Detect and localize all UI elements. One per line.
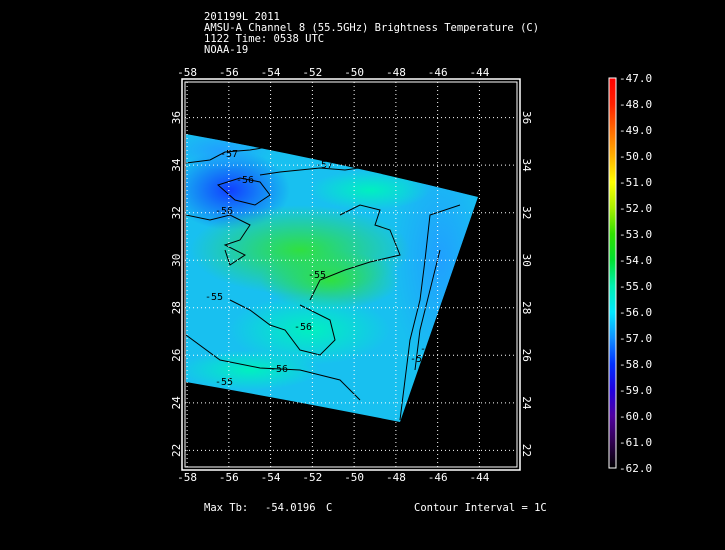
x-tick-label-top: -48 xyxy=(386,66,406,79)
plot-frame-inner xyxy=(184,81,518,468)
plot-frame xyxy=(181,78,521,471)
swath-field: -57-56-57-56-56-55-55-56-55-55-55 xyxy=(186,134,478,422)
x-tick-label-top: -56 xyxy=(219,66,239,79)
y-tick-label-left: 28 xyxy=(170,301,183,314)
x-tick-label-bottom: -56 xyxy=(219,471,239,484)
y-tick-label-left: 22 xyxy=(170,444,183,457)
contour-label: -55 xyxy=(215,377,233,388)
colorbar-label: -54.0 xyxy=(619,254,652,267)
x-tick-label-bottom: -44 xyxy=(469,471,489,484)
max-tb-label: Max Tb: xyxy=(204,502,249,514)
contour-label: -56 xyxy=(236,175,254,186)
y-tick-label-left: 34 xyxy=(170,158,183,172)
colorbar-label: -62.0 xyxy=(619,462,652,475)
x-tick-label-bottom: -48 xyxy=(386,471,406,484)
y-tick-label-right: 36 xyxy=(520,111,533,124)
x-tick-label-top: -54 xyxy=(261,66,281,79)
y-tick-label-left: 30 xyxy=(170,254,183,267)
colorbar-label: -47.0 xyxy=(619,72,652,85)
x-tick-label-bottom: -46 xyxy=(428,471,448,484)
y-tick-label-right: 32 xyxy=(520,206,533,219)
colorbar-label: -51.0 xyxy=(619,176,652,189)
y-tick-label-right: 28 xyxy=(520,301,533,314)
x-tick-label-top: -46 xyxy=(428,66,448,79)
x-tick-label-top: -52 xyxy=(302,66,322,79)
colorbar-label: -60.0 xyxy=(619,410,652,423)
colorbar-label: -59.0 xyxy=(619,384,652,397)
y-tick-label-right: 22 xyxy=(520,444,533,457)
y-tick-label-right: 30 xyxy=(520,254,533,267)
colorbar-label: -57.0 xyxy=(619,332,652,345)
colorbar-label: -48.0 xyxy=(619,98,652,111)
x-tick-label-bottom: -58 xyxy=(177,471,197,484)
grid xyxy=(185,82,517,467)
contour-label: -57 xyxy=(315,160,333,171)
colorbar-label: -56.0 xyxy=(619,306,652,319)
colorbar-label: -49.0 xyxy=(619,124,652,137)
colorbar-label: -50.0 xyxy=(619,150,652,163)
contour-label: -55 xyxy=(420,344,438,355)
contour-label: -55 xyxy=(308,270,326,281)
x-tick-label-top: -58 xyxy=(177,66,197,79)
y-tick-label-left: 24 xyxy=(170,396,183,410)
contour-label: -56 xyxy=(215,206,233,217)
x-tick-label-top: -50 xyxy=(344,66,364,79)
x-tick-label-bottom: -50 xyxy=(344,471,364,484)
colorbar: -47.0 -48.0 -49.0 -50.0 -51.0 -52.0 -53.0 -54.0… xyxy=(608,72,652,475)
colorbar-label: -61.0 xyxy=(619,436,652,449)
colorbar-label: -52.0 xyxy=(619,202,652,215)
x-tick-label-bottom: -54 xyxy=(261,471,281,484)
max-tb-unit: C xyxy=(326,502,333,514)
contour-label: -56 xyxy=(270,364,288,375)
contour-interval: Contour Interval = 1C xyxy=(414,502,547,514)
y-tick-label-right: 24 xyxy=(520,396,533,410)
y-tick-label-right: 26 xyxy=(520,349,533,362)
max-tb-value: -54.0196 xyxy=(265,502,316,514)
colorbar-label: -58.0 xyxy=(619,358,652,371)
title-time: 1122 Time: 0538 UTC xyxy=(204,33,325,45)
y-tick-label-left: 36 xyxy=(170,111,183,124)
title-date: 201199L 2011 xyxy=(204,11,280,23)
colorbar-scale xyxy=(608,77,617,469)
title-satellite: NOAA-19 xyxy=(204,44,249,56)
colorbar-label: -53.0 xyxy=(619,228,652,241)
contour-label: -55 xyxy=(205,292,223,303)
contour-lines xyxy=(186,147,461,421)
x-tick-label-top: -44 xyxy=(469,66,489,79)
colorbar-label: -55.0 xyxy=(619,280,652,293)
y-tick-label-right: 34 xyxy=(520,159,533,173)
y-tick-label-left: 26 xyxy=(170,349,183,362)
title-product: AMSU-A Channel 8 (55.5GHz) Brightness Te… xyxy=(204,22,540,34)
contour-label: -56 xyxy=(294,322,312,333)
contour-label: -55 xyxy=(410,354,428,365)
axis-ticks: -58 -58 -56 -56 -54 -54 -52 -52 -50 -50 -48 -48 -46 -… xyxy=(170,66,533,484)
x-tick-label-bottom: -52 xyxy=(302,471,322,484)
y-tick-label-left: 32 xyxy=(170,206,183,219)
